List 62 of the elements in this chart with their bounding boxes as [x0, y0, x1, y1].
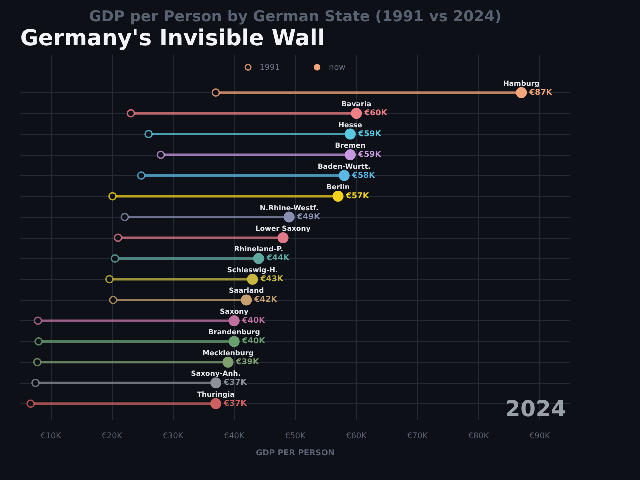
- legend-label: now: [329, 62, 347, 72]
- data-label: €37K: [223, 398, 248, 408]
- point: [516, 87, 528, 98]
- point: [120, 213, 130, 222]
- x-tick-label: €40K: [224, 432, 246, 440]
- data-label: €37K: [223, 378, 248, 388]
- point: [32, 378, 40, 388]
- point: [111, 254, 120, 263]
- data-label: €43K: [260, 274, 284, 284]
- point: [222, 356, 234, 368]
- data-label: €39K: [235, 357, 260, 366]
- data-label: €40K: [241, 336, 266, 346]
- point: [228, 336, 240, 348]
- point: [137, 172, 146, 180]
- point: [228, 315, 240, 326]
- annotation: 2024: [505, 398, 567, 422]
- point: [278, 232, 289, 244]
- x-tick-label: €10K: [40, 432, 62, 440]
- point: [332, 191, 344, 202]
- point: [114, 234, 122, 242]
- point: [33, 358, 42, 367]
- point: [144, 130, 154, 138]
- point: [345, 150, 356, 161]
- point: [210, 398, 222, 410]
- point: [247, 274, 258, 285]
- point: [156, 150, 166, 160]
- legend-label: 1991: [260, 62, 280, 72]
- point: [253, 253, 264, 264]
- chart-title: GDP per Person by German State (1991 vs 2024): [89, 8, 502, 26]
- x-tick-label: €60K: [346, 432, 368, 440]
- data-label: €42K: [254, 295, 278, 304]
- point: [284, 212, 295, 223]
- point: [108, 192, 117, 201]
- data-label: €58K: [351, 170, 376, 180]
- point: [210, 378, 222, 389]
- data-label: €59K: [358, 129, 382, 138]
- x-tick-label: €80K: [468, 432, 490, 440]
- data-label: €40K: [241, 316, 266, 325]
- point: [34, 338, 44, 346]
- x-tick-label: €30K: [163, 432, 184, 440]
- point: [26, 400, 36, 408]
- point: [345, 128, 356, 140]
- point: [109, 296, 118, 304]
- point: [106, 275, 114, 284]
- x-tick-label: €50K: [285, 432, 307, 440]
- x-axis-title: GDP PER PERSON: [256, 448, 335, 458]
- data-label: €57K: [345, 192, 370, 201]
- point: [126, 109, 136, 118]
- data-label: €49K: [296, 212, 322, 222]
- point: [212, 88, 220, 98]
- chart-subtitle: Germany's Invisible Wall: [20, 26, 326, 52]
- data-label: €59K: [358, 150, 382, 160]
- point: [338, 170, 350, 182]
- x-tick-label: €70K: [407, 432, 429, 440]
- point: [241, 294, 252, 306]
- data-label: €87K: [528, 88, 554, 97]
- data-label: €44K: [266, 254, 291, 263]
- point: [34, 316, 42, 326]
- x-tick-label: €20K: [102, 432, 124, 440]
- point: [351, 108, 362, 120]
- x-tick-label: €90K: [530, 432, 551, 440]
- data-label: €60K: [364, 108, 388, 118]
